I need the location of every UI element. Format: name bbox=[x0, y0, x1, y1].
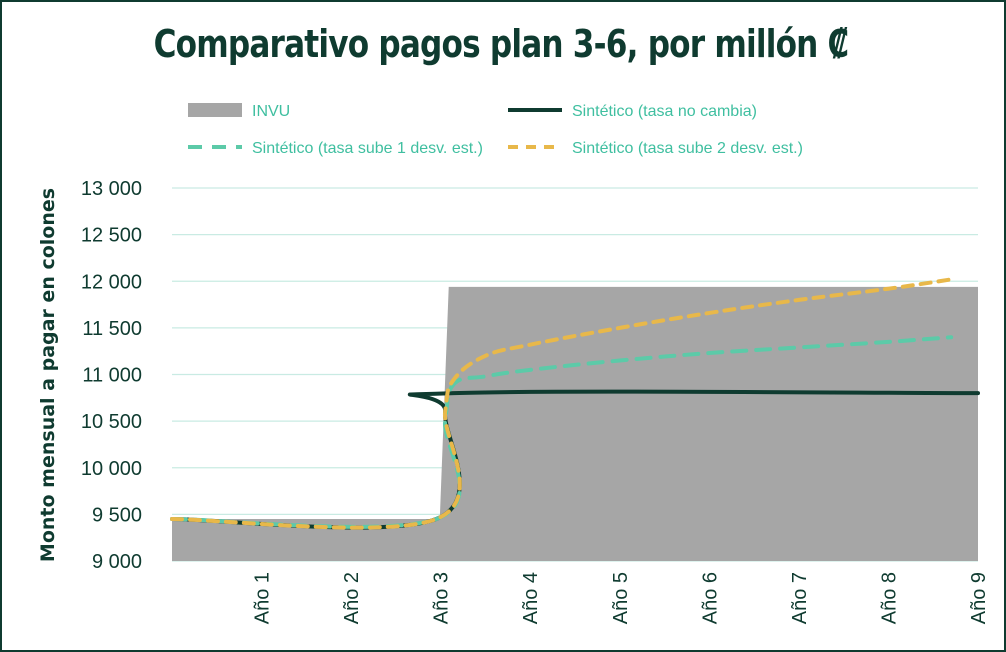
y-axis-ticks: 9 000 9 500 10 000 10 500 11 000 11 500 12 000… bbox=[81, 178, 142, 573]
chart-title: Comparativo pagos plan 3-6, por millón ₡ bbox=[153, 22, 850, 66]
x-tick-label: Año 8 bbox=[878, 572, 900, 624]
x-tick-label: Año 5 bbox=[610, 572, 632, 624]
y-tick-label: 12 000 bbox=[81, 271, 142, 293]
x-axis-ticks: Año 1 Año 2 Año 3 Año 4 Año 5 Año 6 Año 7 Año 8… bbox=[252, 572, 990, 624]
y-tick-label: 12 500 bbox=[81, 225, 142, 247]
series-area-invu bbox=[172, 286, 978, 561]
legend: INVU Sintético (tasa no cambia) Sintético … bbox=[188, 103, 803, 157]
legend-label: Sintético (tasa sube 2 desv. est.) bbox=[572, 140, 803, 157]
y-tick-label: 10 000 bbox=[81, 458, 142, 480]
x-tick-label: Año 3 bbox=[431, 572, 453, 624]
y-tick-label: 9 500 bbox=[92, 504, 142, 526]
x-tick-label: Año 1 bbox=[252, 572, 274, 624]
legend-label: Sintético (tasa no cambia) bbox=[572, 103, 757, 120]
legend-label: INVU bbox=[252, 103, 290, 120]
y-tick-label: 11 500 bbox=[82, 318, 142, 340]
y-tick-label: 11 000 bbox=[82, 365, 142, 387]
legend-label: Sintético (tasa sube 1 desv. est.) bbox=[252, 140, 483, 157]
y-axis-label: Monto mensual a pagar en colones bbox=[37, 188, 59, 562]
series-line-3 bbox=[170, 277, 954, 530]
x-tick-label: Año 4 bbox=[520, 572, 542, 624]
y-tick-label: 9 000 bbox=[92, 551, 142, 573]
area-layer bbox=[172, 286, 978, 561]
x-tick-label: Año 7 bbox=[789, 572, 811, 624]
line-layer bbox=[170, 277, 980, 530]
y-tick-label: 10 500 bbox=[81, 411, 142, 433]
x-tick-label: Año 2 bbox=[341, 572, 363, 624]
x-tick-label: Año 9 bbox=[968, 572, 990, 624]
x-tick-label: Año 6 bbox=[699, 572, 721, 624]
legend-swatch bbox=[188, 103, 242, 117]
y-tick-label: 13 000 bbox=[81, 178, 142, 200]
